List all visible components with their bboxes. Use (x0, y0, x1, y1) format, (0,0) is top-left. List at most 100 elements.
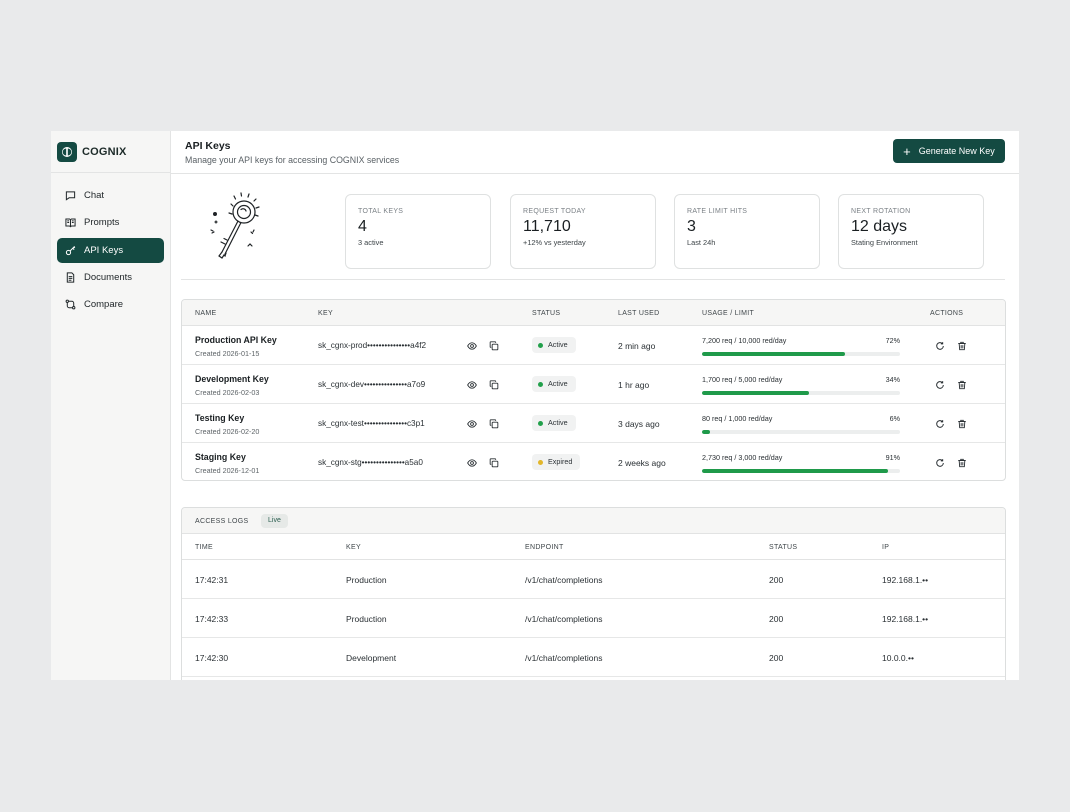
key-created: Created 2026-01-15 (195, 349, 260, 358)
log-endpoint: /v1/chat/completions (525, 575, 603, 585)
sidebar-item-api-keys[interactable]: API Keys (57, 237, 164, 263)
column-header-status: STATUS (769, 544, 798, 551)
column-header-key: KEY (318, 310, 333, 317)
stat-value: 11,710 (523, 218, 571, 235)
refresh-icon[interactable] (934, 379, 946, 391)
table-row: Development Key Created 2026-02-03 sk_cg… (182, 365, 1005, 404)
column-header-status: STATUS (532, 310, 561, 317)
key-value: sk_cgnx-prod•••••••••••••••a4f2 (318, 341, 427, 350)
usage-text: 7,200 req / 10,000 red/day (702, 336, 787, 345)
trash-icon[interactable] (956, 340, 968, 352)
table-row: Production API Key Created 2026-01-15 sk… (182, 326, 1005, 365)
sidebar-item-prompts[interactable]: Prompts (57, 210, 164, 235)
usage-bar-fill (702, 391, 809, 395)
column-header-name: NAME (195, 310, 217, 317)
stat-label: TOTAL KEYS (358, 208, 404, 215)
last-used: 2 min ago (618, 341, 656, 351)
app-window: COGNIX Chat Prompts API Keys Documents C… (51, 131, 1019, 680)
usage-percent: 6% (889, 414, 900, 423)
key-name: Development Key (195, 374, 269, 384)
log-endpoint: /v1/chat/completions (525, 653, 603, 663)
table-row: Staging Key Created 2026-12-01 sk_cgnx-s… (182, 443, 1005, 480)
log-row: 17:42:31 Production /v1/chat/completions… (182, 560, 1005, 599)
page-subtitle: Manage your API keys for accessing COGNI… (185, 155, 400, 165)
stat-value: 3 (687, 218, 696, 235)
usage-bar (702, 352, 900, 356)
sidebar-item-label: Documents (84, 271, 133, 283)
column-header-endpoint: ENDPOINT (525, 544, 564, 551)
status-badge: Active (532, 337, 576, 353)
last-used: 3 days ago (618, 419, 660, 429)
stat-label: RATE LIMIT HITS (687, 208, 748, 215)
log-time: 17:42:31 (195, 575, 229, 585)
api-keys-table: NAME KEY STATUS LAST USED USAGE / LIMIT … (181, 299, 1006, 481)
key-icon (65, 245, 76, 255)
key-created: Created 2026-02-20 (195, 427, 260, 436)
key-value: sk_cgnx-dev•••••••••••••••a7o9 (318, 380, 426, 389)
log-key: Production (346, 614, 387, 624)
eye-icon[interactable] (466, 340, 478, 352)
eye-icon[interactable] (466, 457, 478, 469)
last-used: 1 hr ago (618, 380, 650, 390)
key-name: Testing Key (195, 413, 245, 423)
stat-sub: Last 24h (687, 238, 716, 247)
log-row: 17:42:33 Production /v1/chat/completions… (182, 599, 1005, 638)
key-created: Created 2026-02-03 (195, 388, 260, 397)
log-status: 200 (769, 575, 784, 585)
column-header-usage: USAGE / LIMIT (702, 310, 755, 317)
key-value: sk_cgnx-test•••••••••••••••c3p1 (318, 419, 425, 428)
refresh-icon[interactable] (934, 340, 946, 352)
stat-value: 4 (358, 218, 367, 235)
eye-icon[interactable] (466, 418, 478, 430)
stat-sub: Stating Environment (851, 238, 918, 247)
sidebar-item-chat[interactable]: Chat (57, 183, 164, 208)
eye-icon[interactable] (466, 379, 478, 391)
status-label: Active (548, 340, 568, 349)
stat-sub: +12% vs yesterday (523, 238, 586, 247)
trash-icon[interactable] (956, 418, 968, 430)
book-icon (65, 218, 76, 228)
log-ip: 192.168.1.•• (882, 575, 929, 585)
key-created: Created 2026-12-01 (195, 466, 260, 475)
live-badge: Live (261, 514, 288, 528)
access-logs-title: ACCESS LOGS (195, 518, 249, 525)
status-badge: Active (532, 376, 576, 392)
status-dot (538, 460, 543, 465)
usage-text: 2,730 req / 3,000 red/day (702, 453, 783, 462)
sidebar-item-label: Prompts (84, 217, 120, 229)
usage-text: 80 req / 1,000 red/day (702, 414, 773, 423)
table-header: NAME KEY STATUS LAST USED USAGE / LIMIT … (182, 300, 1005, 326)
sidebar-item-documents[interactable]: Documents (57, 265, 164, 290)
stat-label: REQUEST TODAY (523, 208, 586, 215)
sidebar-item-label: Compare (84, 299, 124, 311)
log-key: Production (346, 575, 387, 585)
stat-sub: 3 active (358, 238, 384, 247)
stats-area: TOTAL KEYS 4 3 active REQUEST TODAY 11,7… (181, 174, 1005, 280)
sidebar-item-label: Chat (84, 190, 105, 201)
usage-percent: 34% (885, 375, 900, 384)
status-dot (538, 343, 543, 348)
usage-percent: 72% (885, 336, 900, 345)
sidebar-item-compare[interactable]: Compare (57, 292, 164, 317)
status-label: Expired (548, 457, 573, 466)
copy-icon[interactable] (488, 457, 500, 469)
refresh-icon[interactable] (934, 418, 946, 430)
status-badge: Expired (532, 454, 581, 470)
status-label: Active (548, 379, 568, 388)
copy-icon[interactable] (488, 418, 500, 430)
status-label: Active (548, 418, 568, 427)
copy-icon[interactable] (488, 379, 500, 391)
column-header-key: KEY (346, 544, 361, 551)
brand-name: COGNIX (82, 145, 127, 158)
generate-new-key-button[interactable]: + Generate New Key (893, 139, 1005, 163)
trash-icon[interactable] (956, 457, 968, 469)
stat-card-requests-today: REQUEST TODAY 11,710 +12% vs yesterday (510, 194, 656, 269)
usage-bar (702, 391, 900, 395)
plus-icon: + (903, 143, 911, 159)
trash-icon[interactable] (956, 379, 968, 391)
column-header-last-used: LAST USED (618, 310, 660, 317)
brand[interactable]: COGNIX (51, 131, 170, 173)
key-name: Production API Key (195, 335, 277, 345)
refresh-icon[interactable] (934, 457, 946, 469)
copy-icon[interactable] (488, 340, 500, 352)
